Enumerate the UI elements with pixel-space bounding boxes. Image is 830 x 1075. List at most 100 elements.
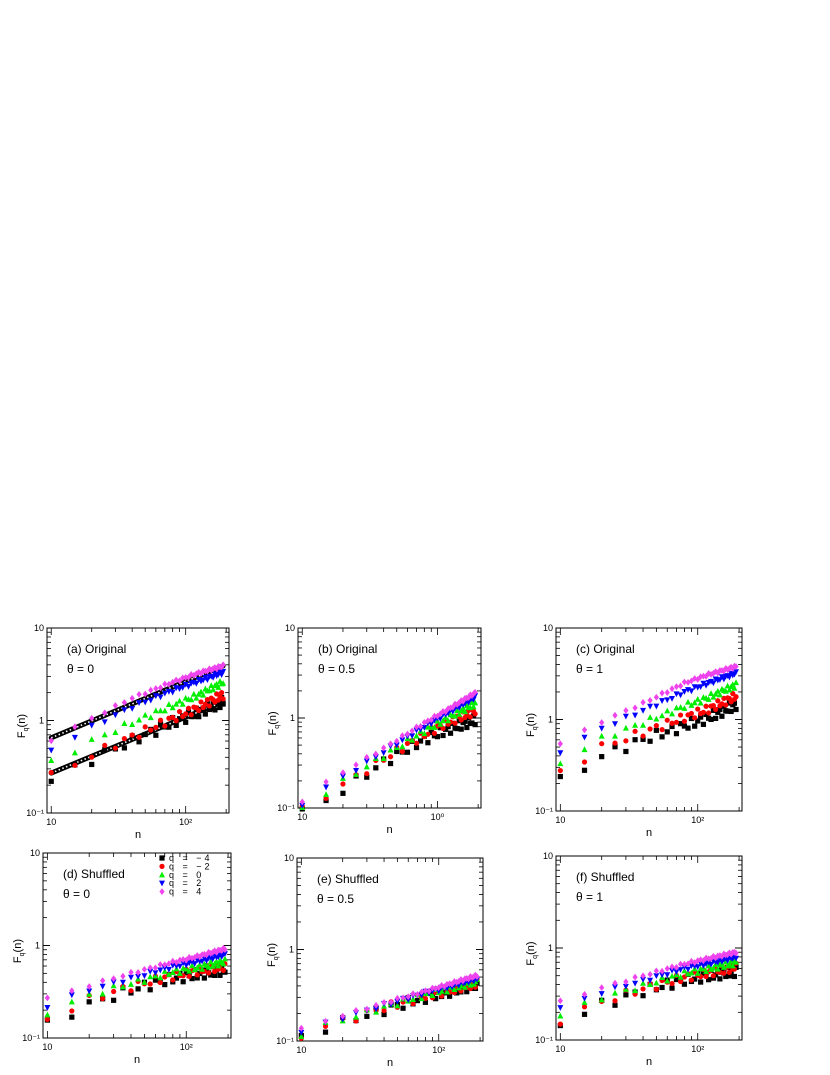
- data-point: [136, 739, 142, 745]
- data-point: [681, 967, 688, 974]
- x-axis-label: n: [386, 824, 392, 836]
- data-point: [44, 1005, 51, 1011]
- data-point: [714, 687, 721, 694]
- data-point: [685, 960, 691, 968]
- data-point: [119, 979, 126, 986]
- data-point: [581, 726, 588, 734]
- data-point: [710, 702, 716, 709]
- data-point: [664, 729, 670, 735]
- data-point: [677, 682, 684, 690]
- data-point: [152, 970, 159, 977]
- x-axis-label: n: [135, 829, 141, 841]
- data-point: [599, 741, 605, 747]
- data-point: [215, 962, 222, 969]
- series-q4: [298, 971, 480, 1032]
- data-point: [659, 698, 666, 704]
- legend-label: q = 0: [169, 870, 204, 880]
- data-point: [199, 965, 206, 972]
- data-point: [381, 744, 387, 752]
- data-point: [688, 969, 695, 976]
- data-point: [640, 736, 646, 742]
- series-q4: [44, 944, 228, 1002]
- data-point: [102, 709, 108, 717]
- data-point: [405, 993, 411, 1001]
- data-point: [669, 963, 675, 971]
- data-point: [111, 997, 117, 1003]
- data-point: [165, 701, 172, 707]
- data-point: [112, 729, 119, 735]
- data-point: [166, 680, 172, 688]
- data-point: [653, 693, 659, 701]
- data-point: [664, 965, 670, 973]
- data-point: [86, 999, 92, 1005]
- data-point: [721, 970, 727, 976]
- panel-e: 10 10² 10⁻¹ 1 10 n Fq(n) (e) Shuffled θ = 0.5: [266, 853, 484, 1069]
- data-point: [719, 967, 725, 973]
- data-point: [323, 784, 330, 791]
- data-point: [183, 719, 189, 725]
- x-axis-label: n: [646, 1056, 652, 1068]
- data-point: [210, 686, 217, 693]
- panel-subtitle: θ = 0: [63, 887, 90, 901]
- x-axis-label: n: [646, 827, 652, 839]
- data-point: [454, 725, 460, 732]
- data-point: [653, 973, 660, 980]
- data-point: [703, 973, 709, 980]
- data-point: [659, 984, 665, 991]
- data-point: [692, 715, 698, 721]
- data-point: [723, 973, 729, 980]
- data-point: [703, 682, 710, 689]
- data-point: [664, 697, 671, 704]
- data-point: [581, 767, 588, 773]
- legend-marker: [159, 888, 165, 895]
- data-point: [700, 672, 707, 680]
- x-tick-label: 10²: [691, 815, 704, 825]
- data-point: [193, 681, 200, 687]
- data-point: [557, 760, 564, 767]
- panel-d: 10 10² 10⁻¹ 1 10 n Fq(n) (d) Shuffled θ = 0 q = −…: [12, 848, 232, 1066]
- series-q4: [299, 688, 478, 806]
- data-point: [147, 697, 154, 704]
- data-point: [339, 773, 346, 780]
- data-point: [647, 696, 653, 704]
- data-point: [165, 971, 172, 977]
- legend-marker: [159, 863, 165, 870]
- data-point: [640, 707, 647, 714]
- data-point: [681, 981, 688, 987]
- data-point: [433, 996, 439, 1002]
- data-point: [700, 721, 707, 727]
- data-point: [431, 712, 438, 720]
- data-point: [387, 760, 394, 767]
- data-point: [726, 969, 732, 975]
- data-point: [632, 980, 639, 987]
- data-point: [152, 977, 159, 983]
- data-point: [698, 979, 704, 985]
- data-point: [677, 692, 684, 699]
- data-point: [147, 987, 153, 993]
- data-point: [363, 758, 370, 765]
- data-point: [129, 705, 136, 712]
- data-point: [381, 1008, 387, 1014]
- y-tick-label: 10: [34, 623, 44, 633]
- data-point: [142, 731, 148, 738]
- x-tick-label: 10: [42, 1042, 52, 1052]
- data-point: [719, 953, 725, 960]
- data-point: [632, 704, 638, 712]
- data-point: [202, 711, 208, 717]
- data-point: [700, 680, 707, 687]
- data-point: [647, 726, 653, 732]
- data-point: [447, 993, 453, 999]
- data-point: [201, 975, 207, 981]
- data-point: [364, 1005, 370, 1013]
- series-q0: [299, 699, 479, 810]
- data-point: [191, 713, 197, 720]
- data-point: [440, 732, 446, 739]
- y-tick-label: 10⁻¹: [26, 808, 44, 818]
- data-point: [404, 749, 411, 755]
- data-point: [612, 998, 618, 1004]
- data-point: [394, 994, 400, 1002]
- data-point: [471, 973, 477, 981]
- data-point: [186, 967, 193, 974]
- y-tick-label: 1: [39, 716, 44, 726]
- data-point: [669, 972, 676, 979]
